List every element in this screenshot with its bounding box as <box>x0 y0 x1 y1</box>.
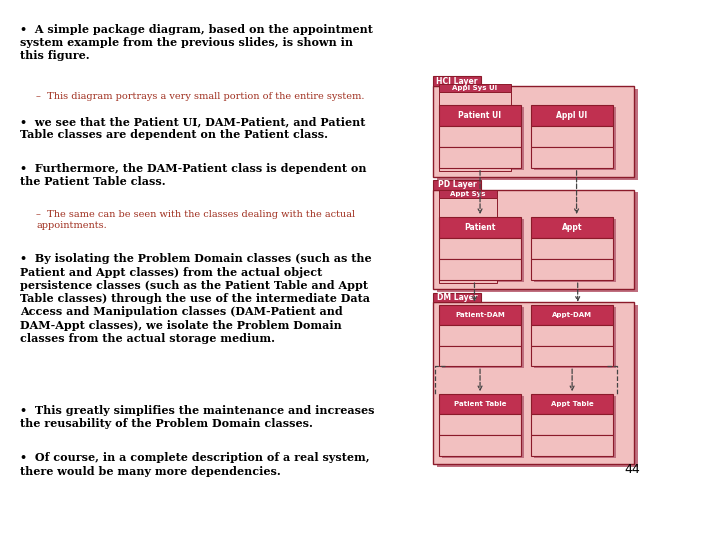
FancyBboxPatch shape <box>531 259 613 280</box>
FancyBboxPatch shape <box>438 238 521 259</box>
FancyBboxPatch shape <box>433 190 634 289</box>
FancyBboxPatch shape <box>534 107 616 170</box>
Text: •  we see that the Patient UI, DAM-Patient, and Patient
Table classes are depend: • we see that the Patient UI, DAM-Patien… <box>19 116 365 140</box>
FancyBboxPatch shape <box>441 107 524 170</box>
FancyBboxPatch shape <box>433 180 481 190</box>
FancyBboxPatch shape <box>531 147 613 168</box>
FancyBboxPatch shape <box>433 302 634 464</box>
Text: Appt: Appt <box>562 223 582 232</box>
FancyBboxPatch shape <box>531 126 613 147</box>
Text: –  This diagram portrays a very small portion of the entire system.: – This diagram portrays a very small por… <box>37 92 365 101</box>
FancyBboxPatch shape <box>433 293 481 302</box>
FancyBboxPatch shape <box>437 192 638 292</box>
FancyBboxPatch shape <box>438 217 521 238</box>
FancyBboxPatch shape <box>438 105 521 126</box>
Text: •  A simple package diagram, based on the appointment
system example from the pr: • A simple package diagram, based on the… <box>19 24 373 62</box>
FancyBboxPatch shape <box>438 92 511 171</box>
FancyBboxPatch shape <box>433 85 634 177</box>
FancyBboxPatch shape <box>437 89 638 180</box>
Text: Patient-DAM: Patient-DAM <box>455 312 505 318</box>
FancyBboxPatch shape <box>437 305 638 467</box>
Text: –  The same can be seen with the classes dealing with the actual
appointments.: – The same can be seen with the classes … <box>37 211 356 230</box>
Text: PD Layer: PD Layer <box>438 180 476 190</box>
Text: Appl Sys UI: Appl Sys UI <box>452 85 498 91</box>
FancyBboxPatch shape <box>531 414 613 435</box>
FancyBboxPatch shape <box>438 435 521 456</box>
FancyBboxPatch shape <box>534 307 616 368</box>
FancyBboxPatch shape <box>441 307 524 368</box>
FancyBboxPatch shape <box>438 84 511 92</box>
FancyBboxPatch shape <box>438 259 521 280</box>
FancyBboxPatch shape <box>438 414 521 435</box>
FancyBboxPatch shape <box>531 238 613 259</box>
Text: Appt-DAM: Appt-DAM <box>552 312 592 318</box>
FancyBboxPatch shape <box>441 219 524 282</box>
FancyBboxPatch shape <box>438 394 521 414</box>
FancyBboxPatch shape <box>438 346 521 366</box>
FancyBboxPatch shape <box>531 305 613 325</box>
FancyBboxPatch shape <box>438 305 521 325</box>
FancyBboxPatch shape <box>531 435 613 456</box>
Text: •  This greatly simplifies the maintenance and increases
the reusability of the : • This greatly simplifies the maintenanc… <box>19 405 374 429</box>
Text: DM Layer: DM Layer <box>436 293 477 302</box>
FancyBboxPatch shape <box>531 394 613 414</box>
Text: Appl UI: Appl UI <box>557 111 588 120</box>
Text: HCI Layer: HCI Layer <box>436 77 477 85</box>
Text: Appt Table: Appt Table <box>551 401 593 407</box>
FancyBboxPatch shape <box>438 126 521 147</box>
Text: •  Furthermore, the DAM-Patient class is dependent on
the Patient Table class.: • Furthermore, the DAM-Patient class is … <box>19 163 366 187</box>
Text: 44: 44 <box>624 463 639 476</box>
Text: •  By isolating the Problem Domain classes (such as the
Patient and Appt classes: • By isolating the Problem Domain classe… <box>19 253 372 344</box>
FancyBboxPatch shape <box>438 190 498 198</box>
FancyBboxPatch shape <box>438 198 498 283</box>
Text: Patient UI: Patient UI <box>459 111 502 120</box>
FancyBboxPatch shape <box>438 147 521 168</box>
FancyBboxPatch shape <box>534 219 616 282</box>
Text: Patient: Patient <box>464 223 496 232</box>
FancyBboxPatch shape <box>438 325 521 346</box>
Text: Patient Table: Patient Table <box>454 401 506 407</box>
FancyBboxPatch shape <box>531 105 613 126</box>
Text: Appt Sys: Appt Sys <box>450 191 486 197</box>
FancyBboxPatch shape <box>531 217 613 238</box>
FancyBboxPatch shape <box>534 396 616 458</box>
FancyBboxPatch shape <box>441 396 524 458</box>
Text: •  Of course, in a complete description of a real system,
there would be many mo: • Of course, in a complete description o… <box>19 453 369 477</box>
FancyBboxPatch shape <box>531 346 613 366</box>
FancyBboxPatch shape <box>531 325 613 346</box>
FancyBboxPatch shape <box>433 77 481 85</box>
